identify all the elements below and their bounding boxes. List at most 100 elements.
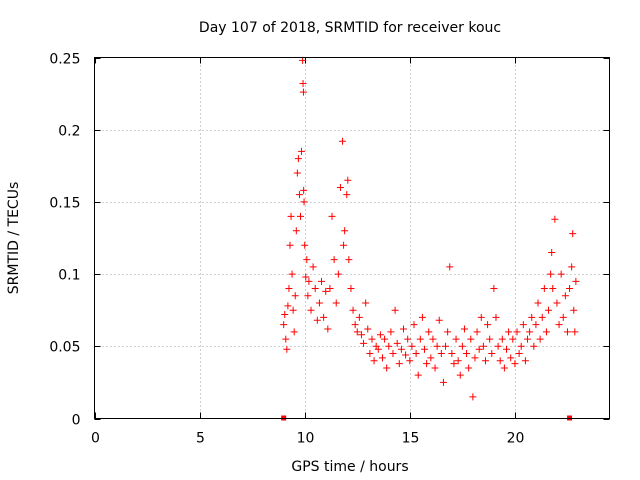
data-point bbox=[370, 357, 378, 365]
data-point bbox=[439, 378, 447, 386]
data-point bbox=[404, 335, 412, 343]
data-point bbox=[437, 350, 445, 358]
data-point bbox=[387, 328, 395, 336]
data-point bbox=[469, 393, 477, 401]
data-point bbox=[400, 325, 407, 333]
data-point bbox=[494, 342, 502, 350]
data-point bbox=[408, 342, 416, 350]
data-point bbox=[353, 328, 361, 336]
data-point bbox=[393, 339, 401, 347]
grid-lines bbox=[94, 57, 610, 419]
data-point bbox=[433, 342, 441, 350]
data-point bbox=[517, 342, 525, 350]
data-point bbox=[295, 191, 303, 199]
data-point bbox=[569, 230, 577, 238]
data-point bbox=[492, 313, 500, 321]
data-point bbox=[412, 350, 420, 358]
data-point bbox=[488, 350, 496, 358]
data-point bbox=[318, 277, 326, 285]
data-point bbox=[302, 273, 310, 281]
data-point bbox=[460, 325, 468, 333]
data-point bbox=[423, 360, 431, 368]
data-point bbox=[568, 263, 576, 271]
data-point bbox=[280, 321, 288, 329]
data-point bbox=[303, 256, 311, 264]
data-point bbox=[515, 350, 523, 358]
data-point bbox=[540, 285, 548, 293]
data-point bbox=[345, 256, 353, 264]
data-point bbox=[536, 335, 544, 343]
data-point bbox=[351, 321, 359, 329]
data-point bbox=[570, 306, 578, 314]
data-point bbox=[290, 328, 298, 336]
data-point bbox=[300, 186, 308, 194]
data-point bbox=[452, 335, 460, 343]
data-point bbox=[324, 325, 332, 333]
data-point bbox=[285, 285, 293, 293]
x-tick-label: 10 bbox=[297, 431, 315, 447]
data-point bbox=[311, 285, 319, 293]
data-point bbox=[383, 364, 391, 372]
data-point bbox=[326, 285, 334, 293]
data-point bbox=[334, 270, 342, 278]
data-point bbox=[320, 313, 328, 321]
data-point bbox=[299, 56, 307, 64]
data-point bbox=[294, 155, 302, 163]
data-point bbox=[307, 306, 315, 314]
data-point bbox=[473, 328, 481, 336]
x-tick-label: 20 bbox=[507, 431, 525, 447]
plot-frame bbox=[94, 57, 610, 419]
data-point bbox=[498, 335, 506, 343]
data-point bbox=[526, 328, 534, 336]
data-point bbox=[465, 364, 473, 372]
data-point bbox=[282, 335, 290, 343]
data-point bbox=[548, 248, 556, 256]
y-tick-labels: 0 0.05 0.1 0.15 0.2 0.25 bbox=[49, 52, 80, 429]
data-point bbox=[484, 321, 492, 329]
data-point bbox=[572, 277, 580, 285]
data-point bbox=[283, 345, 291, 353]
data-point bbox=[528, 313, 536, 321]
data-point bbox=[402, 351, 410, 359]
data-point bbox=[496, 357, 504, 365]
data-point bbox=[297, 212, 304, 220]
data-point bbox=[293, 169, 301, 177]
x-tick-label: 5 bbox=[196, 431, 205, 447]
data-point bbox=[559, 313, 567, 321]
data-point bbox=[479, 342, 487, 350]
data-point bbox=[557, 270, 565, 278]
data-point bbox=[410, 321, 418, 329]
data-point bbox=[336, 183, 344, 191]
data-point bbox=[503, 345, 510, 353]
data-point bbox=[458, 342, 466, 350]
data-point bbox=[381, 335, 389, 343]
data-point bbox=[463, 350, 471, 358]
data-point bbox=[309, 263, 317, 271]
data-point bbox=[289, 306, 297, 314]
data-point bbox=[349, 306, 357, 314]
data-point bbox=[355, 313, 363, 321]
data-point bbox=[362, 299, 370, 307]
data-point bbox=[549, 285, 557, 293]
data-point bbox=[490, 285, 498, 293]
data-point bbox=[328, 212, 336, 220]
data-point bbox=[322, 287, 330, 295]
data-point bbox=[301, 241, 309, 249]
data-point bbox=[551, 215, 559, 223]
data-point bbox=[444, 328, 452, 336]
data-point bbox=[300, 198, 308, 206]
data-point bbox=[511, 360, 519, 368]
data-point bbox=[538, 313, 546, 321]
data-point bbox=[366, 350, 374, 358]
data-point bbox=[414, 371, 422, 379]
data-point bbox=[374, 345, 382, 353]
axis-ticks bbox=[94, 57, 610, 420]
data-point bbox=[486, 335, 494, 343]
data-point bbox=[481, 357, 489, 365]
data-point bbox=[429, 335, 437, 343]
data-point bbox=[505, 328, 513, 336]
data-point bbox=[555, 321, 563, 329]
data-point bbox=[360, 339, 368, 347]
data-point bbox=[542, 328, 550, 336]
